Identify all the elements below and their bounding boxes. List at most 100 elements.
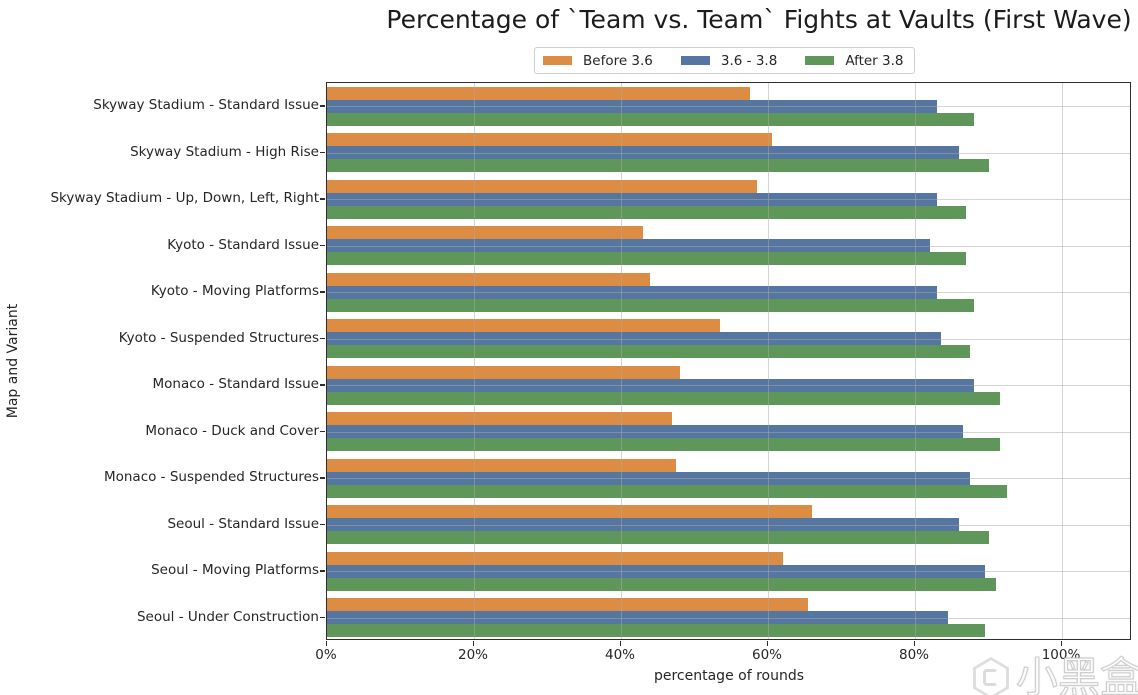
x-tick-mark — [767, 641, 769, 646]
bar-before-3.6 — [327, 319, 721, 333]
x-tick-mark — [914, 641, 916, 646]
bar-after-3.8 — [327, 391, 1000, 405]
y-gridline — [327, 292, 1130, 294]
category-label: Seoul - Moving Platforms — [151, 562, 319, 579]
bar-after-3.8 — [327, 159, 989, 173]
chart-title: Percentage of `Team vs. Team` Fights at … — [386, 5, 1132, 34]
y-gridline — [327, 245, 1130, 247]
x-tick-label: 80% — [898, 647, 930, 663]
x-tick-label: 40% — [604, 647, 636, 663]
bar-3.6-3.8 — [327, 192, 938, 206]
y-gridline — [327, 152, 1130, 154]
x-tick-mark — [1061, 641, 1063, 646]
legend-swatch-icon — [543, 56, 572, 65]
bar-before-3.6 — [327, 412, 673, 426]
category-label: Seoul - Under Construction — [136, 608, 319, 625]
category-label: Monaco - Standard Issue — [152, 376, 320, 393]
category-label: Kyoto - Suspended Structures — [118, 329, 319, 346]
bar-after-3.8 — [327, 531, 989, 545]
bar-before-3.6 — [327, 226, 644, 240]
x-tick-label: 20% — [457, 647, 489, 663]
category-label: Kyoto - Moving Platforms — [150, 283, 319, 300]
y-gridline — [327, 106, 1130, 108]
bar-before-3.6 — [327, 598, 809, 612]
bar-after-3.8 — [327, 484, 1007, 498]
y-tick-mark — [320, 477, 325, 479]
y-tick-mark — [320, 244, 325, 247]
y-tick-mark — [320, 430, 325, 433]
y-tick-mark — [320, 523, 325, 526]
bar-3.6-3.8 — [327, 99, 938, 113]
legend-item: 3.6 - 3.8 — [680, 52, 778, 69]
bar-3.6-3.8 — [327, 285, 938, 299]
legend-item: After 3.8 — [805, 52, 904, 69]
y-gridline — [327, 199, 1130, 201]
legend: Before 3.6 3.6 - 3.8 After 3.8 — [534, 47, 915, 74]
watermark: 小黑盒 — [972, 653, 1138, 695]
x-gridline — [915, 83, 916, 639]
bar-3.6-3.8 — [327, 332, 941, 346]
bar-after-3.8 — [327, 205, 967, 219]
bar-3.6-3.8 — [327, 564, 985, 578]
bar-before-3.6 — [327, 458, 677, 472]
x-tick-mark — [620, 641, 622, 646]
x-gridline — [1062, 83, 1063, 639]
bar-before-3.6 — [327, 365, 680, 379]
bar-before-3.6 — [327, 86, 750, 100]
y-gridline — [327, 571, 1130, 573]
bar-3.6-3.8 — [327, 471, 971, 485]
legend-label: 3.6 - 3.8 — [720, 52, 778, 69]
bar-3.6-3.8 — [327, 518, 960, 532]
bar-after-3.8 — [327, 624, 985, 638]
x-tick-mark — [326, 641, 328, 646]
category-label: Skyway Stadium - Up, Down, Left, Right — [50, 190, 319, 207]
x-gridline — [474, 83, 475, 639]
category-label: Monaco - Suspended Structures — [103, 469, 319, 486]
heybox-logo-icon — [972, 657, 1009, 695]
category-label: Monaco - Duck and Cover — [145, 422, 319, 439]
bar-before-3.6 — [327, 133, 772, 147]
legend-swatch-icon — [680, 56, 710, 65]
category-label: Kyoto - Standard Issue — [167, 236, 319, 253]
bar-after-3.8 — [327, 345, 971, 359]
x-tick-mark — [473, 641, 475, 646]
x-tick-label: 60% — [751, 647, 783, 663]
y-axis-label: Map and Variant — [5, 303, 21, 419]
y-gridline — [327, 478, 1130, 480]
legend-label: After 3.8 — [845, 52, 904, 69]
x-axis-label: percentage of rounds — [653, 668, 805, 684]
y-gridline — [327, 338, 1130, 340]
y-gridline — [327, 431, 1130, 433]
x-gridline — [621, 83, 622, 639]
legend-swatch-icon — [805, 56, 835, 65]
bar-3.6-3.8 — [327, 146, 960, 160]
x-tick-label: 100% — [1041, 647, 1081, 663]
y-tick-mark — [320, 198, 325, 200]
y-tick-mark — [320, 384, 325, 386]
x-gridline — [768, 83, 769, 639]
bar-3.6-3.8 — [327, 425, 963, 439]
category-label: Skyway Stadium - Standard Issue — [93, 97, 319, 114]
y-tick-mark — [320, 337, 325, 340]
y-gridline — [327, 524, 1130, 526]
y-gridline — [327, 385, 1130, 387]
legend-label: Before 3.6 — [583, 52, 653, 69]
y-tick-mark — [320, 291, 325, 293]
bar-after-3.8 — [327, 298, 974, 312]
bar-before-3.6 — [327, 272, 651, 286]
bar-3.6-3.8 — [327, 378, 974, 392]
bar-3.6-3.8 — [327, 611, 949, 625]
bar-after-3.8 — [327, 112, 974, 126]
y-tick-mark — [320, 570, 325, 572]
bar-after-3.8 — [327, 252, 967, 266]
y-tick-mark — [320, 151, 325, 154]
watermark-text: 小黑盒 — [1015, 653, 1138, 695]
y-tick-mark — [320, 616, 325, 619]
bar-before-3.6 — [327, 551, 783, 565]
bar-3.6-3.8 — [327, 239, 930, 253]
bar-after-3.8 — [327, 438, 1000, 452]
legend-item: Before 3.6 — [543, 53, 653, 69]
category-label: Skyway Stadium - High Rise — [130, 143, 319, 160]
y-tick-mark — [320, 105, 325, 107]
